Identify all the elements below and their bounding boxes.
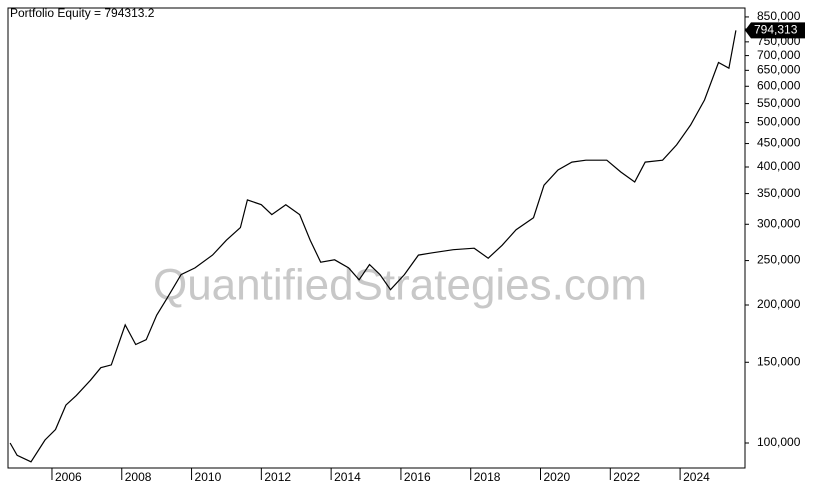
y-tick-label: 150,000 — [757, 354, 801, 368]
last-value-label: 794,313 — [754, 23, 798, 37]
y-tick-label: 300,000 — [757, 216, 801, 230]
y-tick-label: 500,000 — [757, 115, 801, 129]
x-tick-label: 2018 — [474, 470, 501, 484]
y-tick-label: 100,000 — [757, 435, 801, 449]
x-tick-label: 2014 — [334, 470, 361, 484]
x-tick-label: 2016 — [404, 470, 431, 484]
last-value-box — [745, 22, 805, 39]
x-tick-label: 2022 — [613, 470, 640, 484]
y-tick-label: 600,000 — [757, 78, 801, 92]
x-tick-label: 2010 — [195, 470, 222, 484]
x-tick-label: 2012 — [264, 470, 291, 484]
y-tick-label: 200,000 — [757, 297, 801, 311]
chart-title: Portfolio Equity = 794313.2 — [10, 6, 155, 20]
y-tick-label: 550,000 — [757, 96, 801, 110]
y-tick-label: 250,000 — [757, 253, 801, 267]
y-tick-label: 350,000 — [757, 186, 801, 200]
watermark: QuantifiedStrategies.com — [153, 261, 647, 310]
x-tick-label: 2006 — [55, 470, 82, 484]
y-tick-label: 450,000 — [757, 136, 801, 150]
equity-line — [9, 30, 737, 463]
x-tick-label: 2008 — [125, 470, 152, 484]
x-tick-label: 2024 — [683, 470, 710, 484]
plot-frame — [7, 7, 746, 469]
y-tick-label: 650,000 — [757, 63, 801, 77]
y-tick-label: 850,000 — [757, 9, 801, 23]
x-tick-label: 2020 — [544, 470, 571, 484]
y-tick-label: 700,000 — [757, 48, 801, 62]
y-tick-label: 400,000 — [757, 159, 801, 173]
